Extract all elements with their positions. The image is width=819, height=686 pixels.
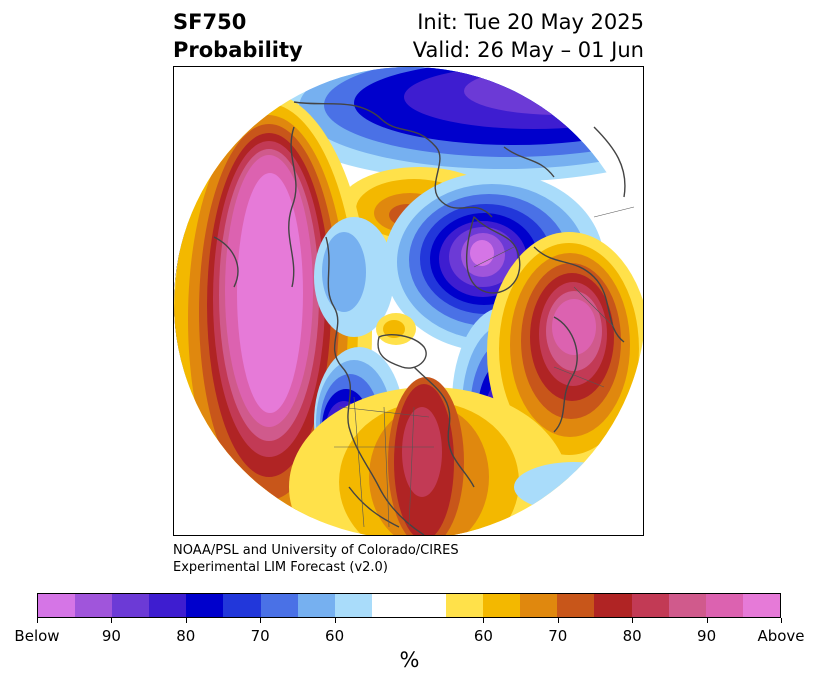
colorbar-segment	[742, 594, 780, 617]
init-date: Init: Tue 20 May 2025	[417, 10, 644, 34]
colorbar-segment	[408, 594, 447, 617]
credit-line-2: Experimental LIM Forecast (v2.0)	[173, 560, 388, 575]
colorbar-tick-mark	[37, 618, 38, 623]
colorbar-tick-mark	[781, 618, 782, 623]
colorbar-tick-label: 60	[325, 627, 345, 645]
colorbar-segment	[223, 594, 261, 617]
colorbar-segment	[705, 594, 743, 617]
colorbar-segment	[75, 594, 113, 617]
country-borders	[334, 206, 635, 528]
colorbar-segment	[631, 594, 669, 617]
colorbar-segment	[557, 594, 595, 617]
colorbar-tick-label: 80	[176, 627, 196, 645]
probability-field	[174, 67, 643, 535]
colorbar-segment	[297, 594, 335, 617]
eastern-us-above-normal	[289, 377, 569, 535]
colorbar-tick-mark	[334, 618, 336, 623]
colorbar-segment	[149, 594, 187, 617]
colorbar-segment	[446, 594, 484, 617]
field-type: Probability	[173, 38, 303, 62]
colorbar-tick-label: 90	[697, 627, 717, 645]
colorbar-tick-mark	[185, 618, 187, 623]
colorbar-segment	[186, 594, 224, 617]
colorbar-segment	[520, 594, 558, 617]
colorbar-segment	[668, 594, 706, 617]
colorbar-tick-label: Above	[757, 627, 805, 645]
pacific-above-normal-ridge	[174, 92, 372, 535]
credit-text: NOAA/PSL and University of Colorado/CIRE…	[173, 542, 459, 576]
colorbar-segment	[334, 594, 372, 617]
colorbar-tick-label: 70	[548, 627, 568, 645]
colorbar-tick-label: Below	[14, 627, 60, 645]
colorbar-segment	[38, 594, 76, 617]
colorbar-tick-label: 80	[622, 627, 642, 645]
colorbar-tick-label: 60	[473, 627, 493, 645]
credit-line-1: NOAA/PSL and University of Colorado/CIRE…	[173, 543, 459, 558]
colorbar-tick-mark	[111, 618, 113, 623]
colorbar-unit-label: %	[399, 648, 420, 672]
colorbar-tick-mark	[483, 618, 485, 623]
colorbar-tick-mark	[260, 618, 262, 623]
valid-range: Valid: 26 May – 01 Jun	[412, 38, 644, 62]
title-right: Init: Tue 20 May 2025 Valid: 26 May – 01…	[413, 8, 644, 64]
coastlines	[213, 101, 626, 535]
hudson-above-normal-spot	[376, 313, 416, 345]
colorbar	[37, 593, 781, 618]
colorbar-segment	[112, 594, 150, 617]
colorbar-tick-label: 90	[101, 627, 121, 645]
colorbar-tick-label: 70	[250, 627, 270, 645]
colorbar-segment	[371, 594, 409, 617]
colorbar-ticks: Below 90 80 70 60 60 70 80 90 Above	[0, 618, 819, 648]
colorbar-segment	[483, 594, 521, 617]
southeast-edge-below-normal	[514, 462, 634, 512]
map-frame	[173, 66, 644, 536]
title-left: SF750 Probability	[173, 8, 303, 64]
colorbar-segment	[594, 594, 632, 617]
colorbar-tick-mark	[557, 618, 559, 623]
variable-name: SF750	[173, 10, 247, 34]
colorbar-tick-mark	[632, 618, 634, 623]
colorbar-segment	[260, 594, 298, 617]
colorbar-tick-mark	[706, 618, 708, 623]
forecast-map	[174, 67, 643, 535]
